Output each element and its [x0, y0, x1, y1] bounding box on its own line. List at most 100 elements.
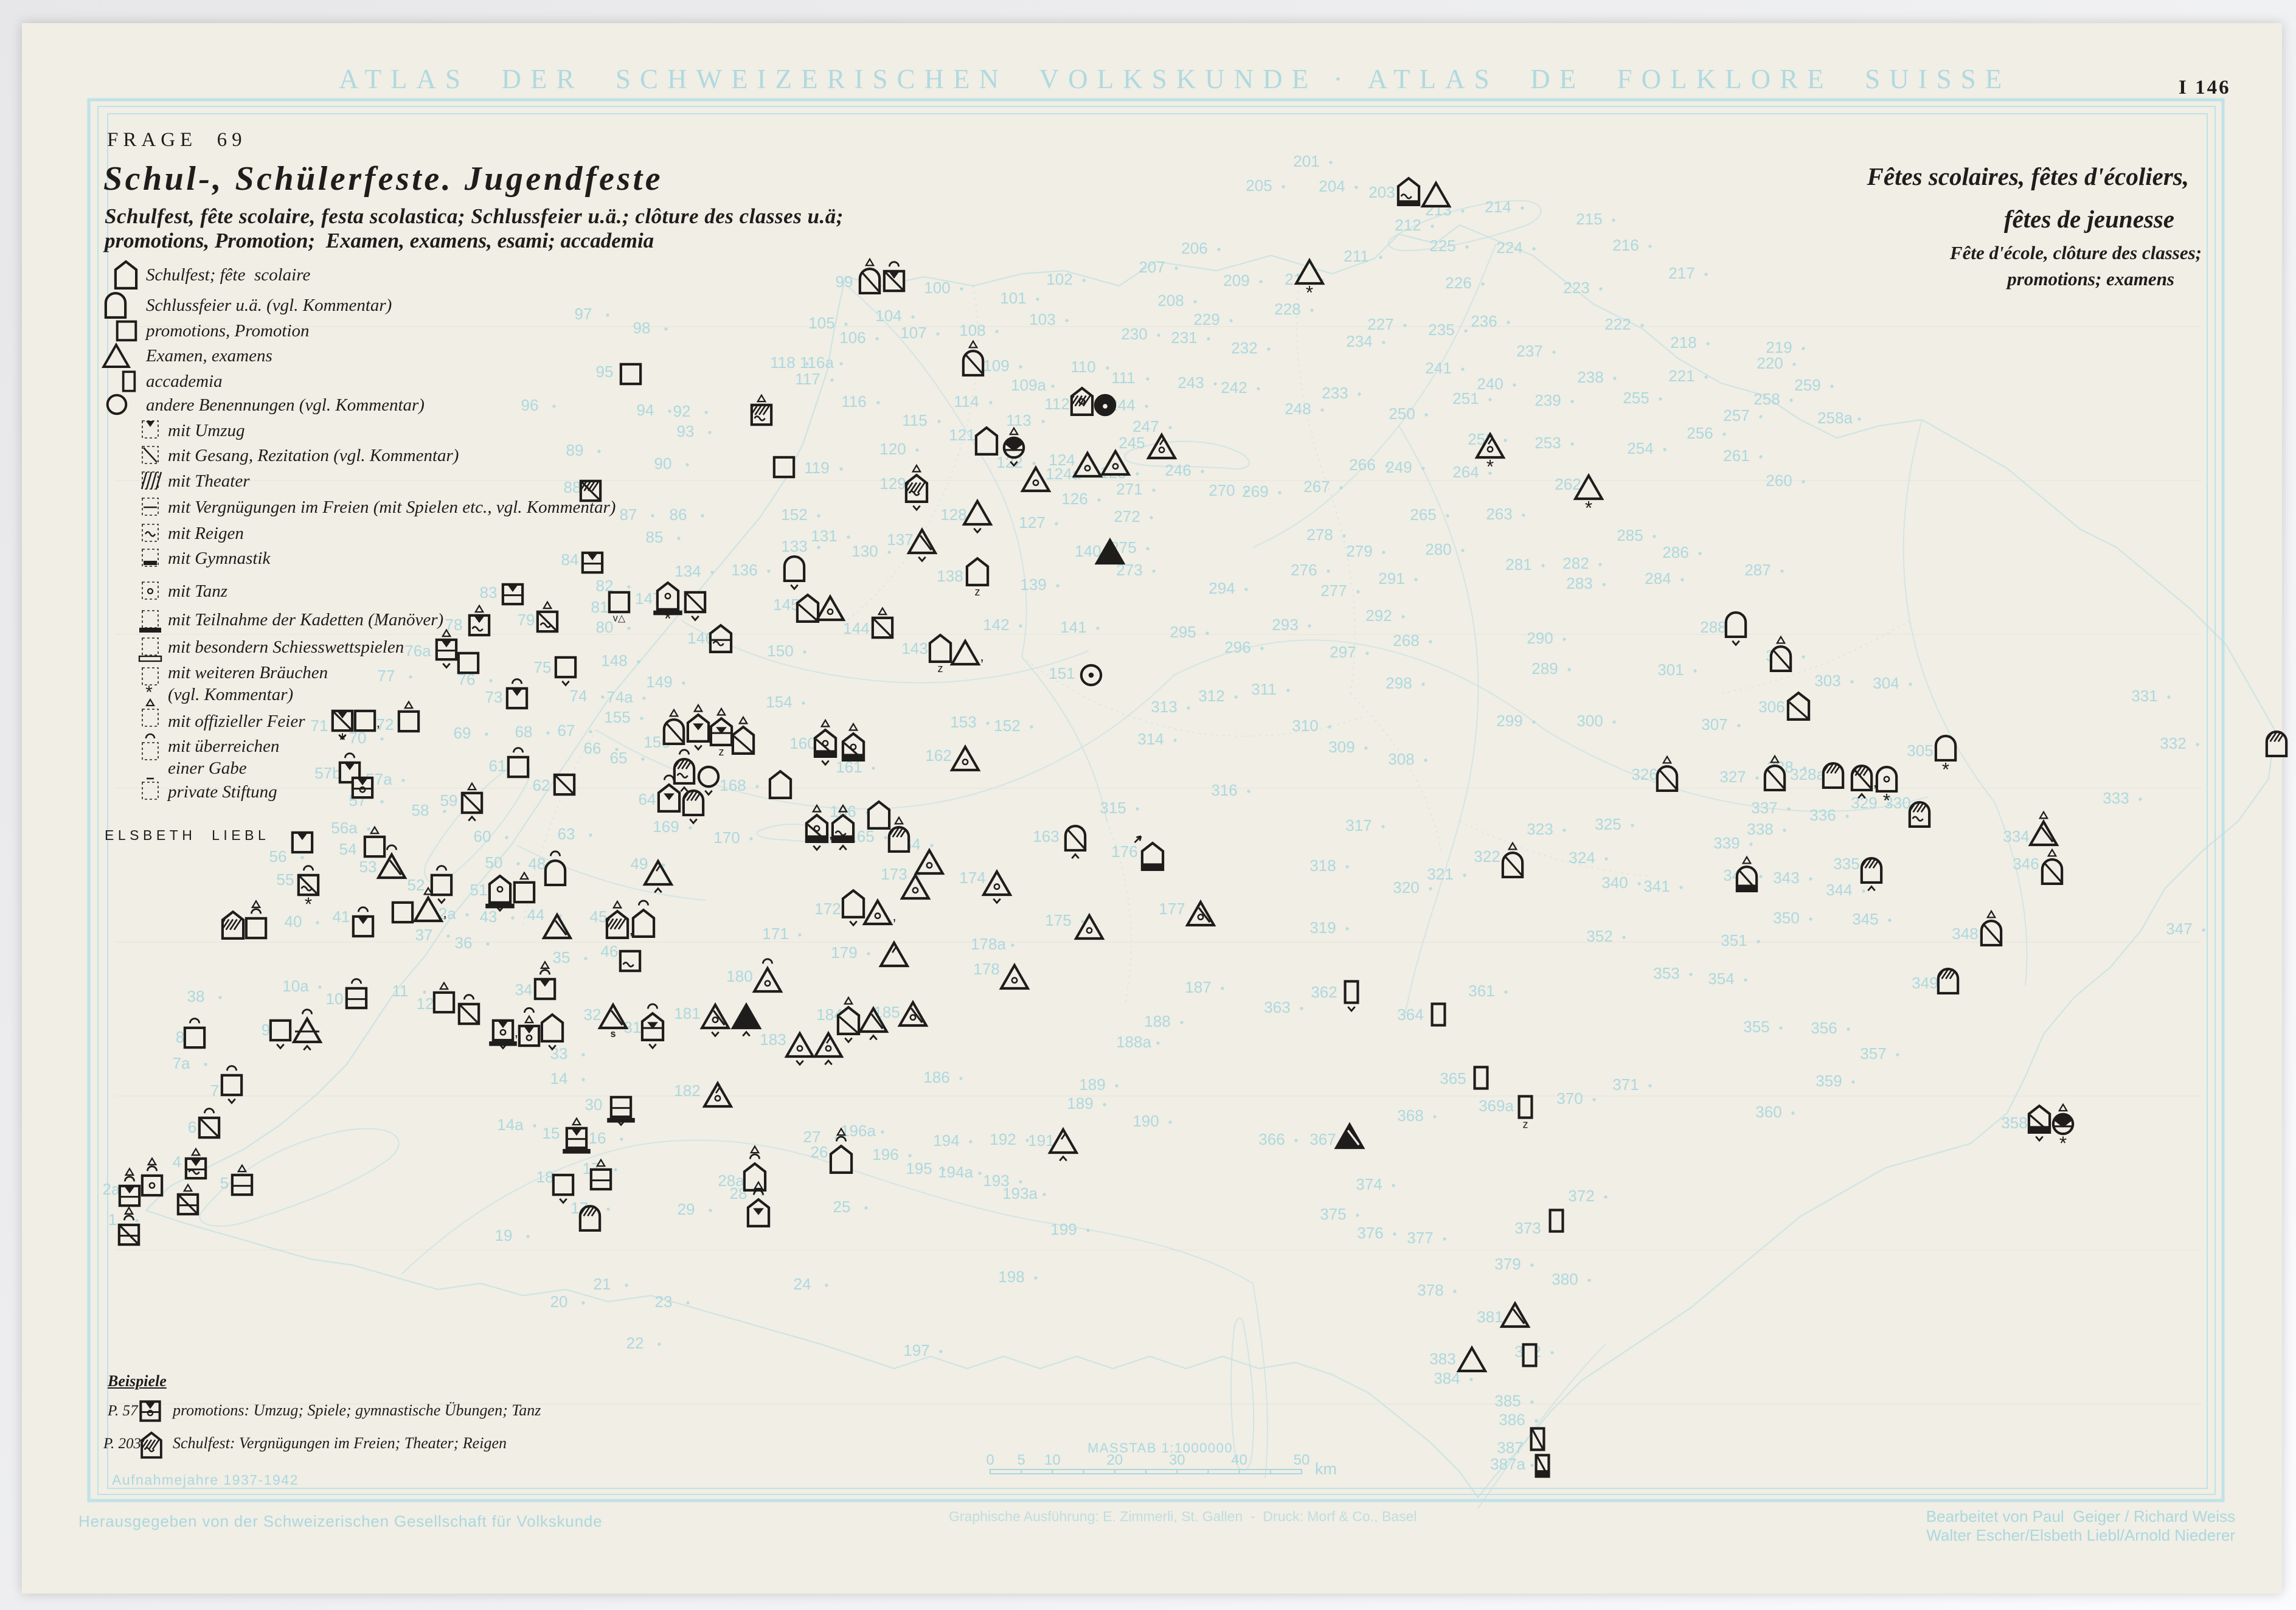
svg-text:235: 235 [1428, 321, 1454, 339]
svg-text:41: 41 [333, 907, 350, 926]
svg-text:99: 99 [836, 272, 853, 291]
svg-text:108: 108 [959, 321, 985, 339]
svg-text:28a: 28a [718, 1171, 744, 1190]
svg-text:87: 87 [620, 505, 637, 524]
svg-text:365: 365 [1440, 1069, 1466, 1088]
svg-text:190: 190 [1132, 1112, 1159, 1130]
svg-text:318: 318 [1309, 856, 1336, 875]
svg-text:197: 197 [903, 1341, 929, 1359]
svg-text:162: 162 [925, 746, 951, 765]
svg-text:378: 378 [1417, 1281, 1443, 1299]
svg-text:24: 24 [794, 1275, 811, 1293]
svg-text:100: 100 [924, 279, 950, 297]
svg-text:67: 67 [558, 721, 575, 740]
svg-text:376: 376 [1357, 1224, 1383, 1242]
svg-text:150: 150 [767, 642, 793, 660]
svg-text:115: 115 [902, 411, 927, 429]
svg-text:51: 51 [470, 881, 488, 899]
svg-text:361: 361 [1468, 982, 1494, 1000]
svg-text:356: 356 [1811, 1019, 1837, 1037]
svg-text:20: 20 [1106, 1452, 1123, 1468]
svg-text:233: 233 [1322, 384, 1348, 402]
svg-text:327: 327 [1719, 768, 1746, 786]
svg-text:259: 259 [1794, 376, 1820, 394]
svg-text:194a: 194a [938, 1163, 973, 1181]
svg-text:229: 229 [1193, 310, 1219, 328]
svg-text:109a: 109a [1011, 376, 1046, 394]
svg-text:169: 169 [653, 817, 679, 836]
svg-text:237: 237 [1516, 342, 1542, 360]
svg-text:203: 203 [1368, 183, 1395, 201]
svg-text:43: 43 [480, 907, 498, 926]
svg-text:291: 291 [1378, 569, 1404, 588]
svg-text:114: 114 [954, 392, 979, 411]
svg-text:317: 317 [1345, 816, 1372, 834]
svg-text:79: 79 [518, 611, 535, 629]
svg-text:253: 253 [1535, 434, 1561, 452]
svg-text:101: 101 [1000, 289, 1026, 307]
svg-text:40: 40 [285, 912, 302, 931]
svg-text:377: 377 [1407, 1229, 1433, 1247]
svg-text:214: 214 [1485, 198, 1511, 216]
svg-text:321: 321 [1427, 865, 1453, 883]
svg-text:230: 230 [1121, 325, 1147, 343]
svg-text:MASSTAB 1:1000000: MASSTAB 1:1000000 [1087, 1440, 1233, 1456]
svg-text:228: 228 [1274, 300, 1300, 318]
svg-text:249: 249 [1386, 458, 1412, 476]
svg-text:160: 160 [789, 734, 816, 752]
svg-text:71: 71 [311, 717, 328, 735]
svg-text:86: 86 [670, 505, 687, 524]
svg-text:58: 58 [412, 801, 429, 819]
svg-text:60: 60 [474, 827, 491, 845]
svg-text:240: 240 [1477, 375, 1503, 393]
svg-text:198: 198 [998, 1268, 1024, 1286]
svg-text:111: 111 [1111, 369, 1136, 387]
svg-text:175: 175 [1045, 911, 1071, 929]
svg-text:205: 205 [1246, 176, 1272, 195]
svg-text:121: 121 [949, 426, 975, 444]
svg-text:76a: 76a [404, 642, 431, 660]
svg-text:211: 211 [1344, 247, 1368, 265]
svg-text:256: 256 [1687, 424, 1713, 442]
svg-text:72: 72 [376, 715, 394, 734]
svg-text:68: 68 [515, 723, 533, 741]
svg-text:222: 222 [1604, 315, 1631, 333]
svg-text:268: 268 [1393, 631, 1419, 650]
svg-text:55: 55 [277, 870, 294, 889]
svg-text:293: 293 [1272, 616, 1298, 634]
svg-text:136: 136 [731, 561, 757, 579]
svg-text:188: 188 [1144, 1012, 1170, 1030]
svg-text:52: 52 [408, 876, 425, 894]
svg-text:192: 192 [990, 1130, 1016, 1148]
svg-text:277: 277 [1320, 581, 1347, 600]
svg-text:21: 21 [594, 1275, 611, 1293]
svg-text:335: 335 [1833, 855, 1859, 873]
svg-text:92: 92 [673, 402, 691, 420]
svg-text:155: 155 [604, 708, 630, 726]
svg-text:97: 97 [575, 305, 592, 323]
svg-text:289: 289 [1531, 659, 1558, 678]
svg-text:177: 177 [1159, 900, 1185, 918]
svg-text:’: ’ [893, 917, 896, 933]
svg-text:303: 303 [1814, 671, 1840, 690]
svg-text:171: 171 [762, 925, 788, 943]
svg-text:102: 102 [1046, 270, 1072, 288]
svg-text:353: 353 [1653, 964, 1679, 982]
svg-text:84: 84 [561, 550, 579, 569]
svg-text:142: 142 [983, 616, 1009, 634]
svg-text:5: 5 [220, 1174, 229, 1192]
svg-text:310: 310 [1292, 717, 1318, 735]
svg-text:375: 375 [1320, 1205, 1346, 1223]
svg-text:345: 345 [1852, 910, 1878, 928]
svg-text:282: 282 [1562, 554, 1589, 572]
svg-text:186: 186 [923, 1068, 949, 1086]
svg-text:88: 88 [564, 478, 581, 496]
svg-text:23: 23 [655, 1293, 673, 1311]
svg-text:372: 372 [1568, 1187, 1594, 1205]
svg-text:296: 296 [1224, 638, 1250, 656]
svg-text:196: 196 [872, 1145, 898, 1164]
svg-text:110: 110 [1070, 358, 1095, 376]
svg-text:80: 80 [596, 618, 614, 636]
svg-text:*: * [305, 893, 312, 915]
svg-text:267: 267 [1303, 477, 1330, 496]
